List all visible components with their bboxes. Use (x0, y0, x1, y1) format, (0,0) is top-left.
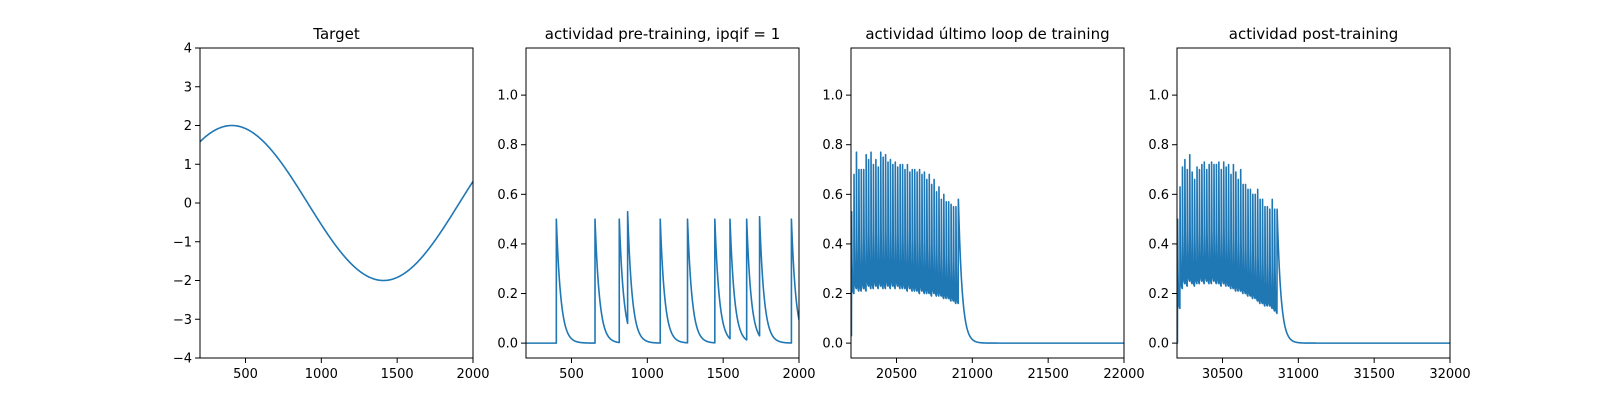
series-line-actividad (851, 151, 1124, 344)
series-line-actividad (1177, 153, 1450, 344)
y-tick-label: 0.8 (1148, 138, 1169, 153)
y-tick-label: 1.0 (497, 89, 518, 104)
y-tick-label: 0.2 (497, 287, 518, 302)
axes-frame (1176, 47, 1451, 359)
axes-frame (525, 47, 800, 359)
chart-title: actividad pre-training, ipqif = 1 (545, 25, 781, 43)
x-tick-label: 31500 (1353, 367, 1394, 382)
y-tick-label: 0.2 (822, 287, 843, 302)
y-tick-label: 0.0 (1148, 337, 1169, 352)
x-tick-label: 31000 (1278, 367, 1319, 382)
x-tick-label: 1000 (305, 367, 338, 382)
subplot-3: 20500 21000 21500 22000 0.0 0.2 0.4 0.6 0.8 1.0 ac… (822, 25, 1144, 382)
chart-title: actividad post-training (1229, 25, 1398, 43)
x-tick-label: 21000 (952, 367, 993, 382)
axes-frame (850, 47, 1125, 359)
x-tick-label: 1500 (381, 367, 414, 382)
axes-frame (199, 47, 474, 359)
y-tick-label: 1.0 (1148, 89, 1169, 104)
x-tick-label: 21500 (1027, 367, 1068, 382)
y-tick-label: −4 (173, 352, 192, 367)
y-tick-label: 1 (184, 158, 192, 173)
subplot-2: 500 1000 1500 2000 0.0 0.2 0.4 0.6 0.8 1.0 activid… (497, 25, 815, 382)
y-tick-label: −2 (173, 274, 192, 289)
y-tick-label: 0.6 (822, 188, 843, 203)
y-tick-label: 0.6 (1148, 188, 1169, 203)
y-tick-label: 0 (184, 197, 192, 212)
y-tick-label: 0.0 (822, 337, 843, 352)
x-tick-label: 500 (233, 367, 258, 382)
y-tick-label: −3 (173, 313, 192, 328)
y-tick-label: 2 (184, 119, 192, 134)
series-line-actividad (526, 210, 799, 344)
y-tick-label: 3 (184, 80, 192, 95)
x-tick-label: 500 (559, 367, 584, 382)
y-tick-label: 0.4 (822, 237, 843, 252)
y-tick-label: 0.4 (497, 237, 518, 252)
y-tick-label: 0.0 (497, 337, 518, 352)
x-tick-label: 20500 (876, 367, 917, 382)
x-tick-label: 32000 (1429, 367, 1470, 382)
y-tick-label: −1 (173, 235, 192, 250)
chart-title: Target (312, 25, 360, 43)
subplot-4: 30500 31000 31500 32000 0.0 0.2 0.4 0.6 0.8 1.0 ac… (1148, 25, 1470, 382)
y-tick-label: 1.0 (822, 89, 843, 104)
series-line-target (200, 124, 473, 282)
subplot-1: 500 1000 1500 2000 −4 −3 −2 −1 0 1 2 3 4 Target (173, 25, 490, 382)
x-tick-label: 2000 (782, 367, 815, 382)
x-tick-label: 1500 (707, 367, 740, 382)
y-tick-label: 0.8 (822, 138, 843, 153)
x-tick-label: 1000 (631, 367, 664, 382)
y-tick-label: 0.4 (1148, 237, 1169, 252)
y-tick-label: 0.8 (497, 138, 518, 153)
y-tick-label: 0.6 (497, 188, 518, 203)
x-tick-label: 22000 (1103, 367, 1144, 382)
y-tick-label: 4 (184, 42, 192, 57)
x-tick-label: 30500 (1202, 367, 1243, 382)
chart-title: actividad último loop de training (865, 25, 1109, 43)
y-tick-label: 0.2 (1148, 287, 1169, 302)
x-tick-label: 2000 (456, 367, 489, 382)
